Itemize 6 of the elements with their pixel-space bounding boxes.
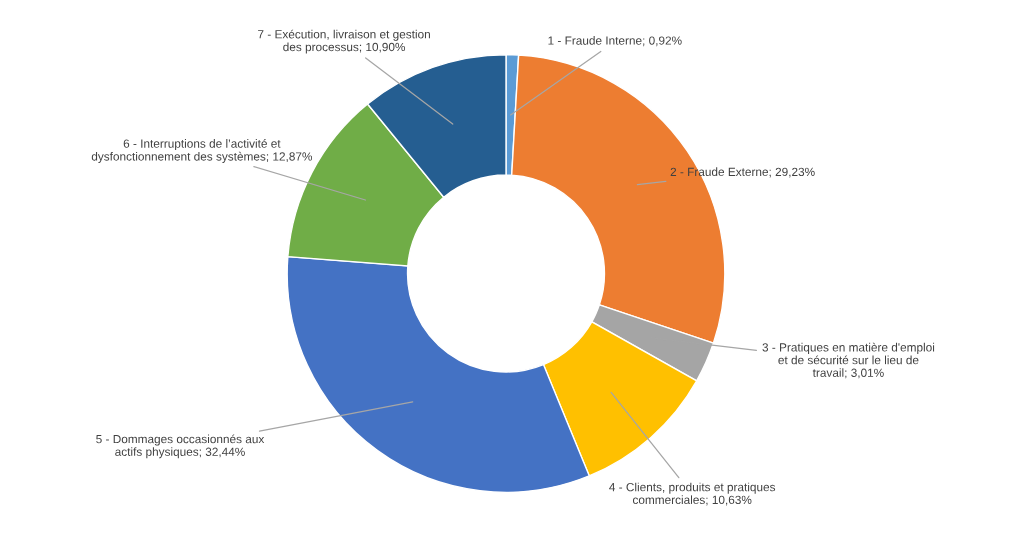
slice-label: 1 - Fraude Interne; 0,92% bbox=[548, 36, 682, 47]
slice-label: 4 - Clients, produits et pratiques commerciales; 10,63% bbox=[609, 482, 776, 506]
slice-label: 6 - Interruptions de l’activité et dysfonctionnement des systèmes; 12,87% bbox=[91, 138, 313, 163]
slice-label: 7 - Exécution, livraison et gestion des processus; 10,90% bbox=[258, 29, 430, 54]
slice-label: 3 - Pratiques en matière d'emploi et de sécurité sur le lieu de travail; 3,01% bbox=[762, 342, 935, 379]
slice-label: 5 - Dommages occasionnés aux actifs physiques; 32,44% bbox=[96, 434, 265, 459]
